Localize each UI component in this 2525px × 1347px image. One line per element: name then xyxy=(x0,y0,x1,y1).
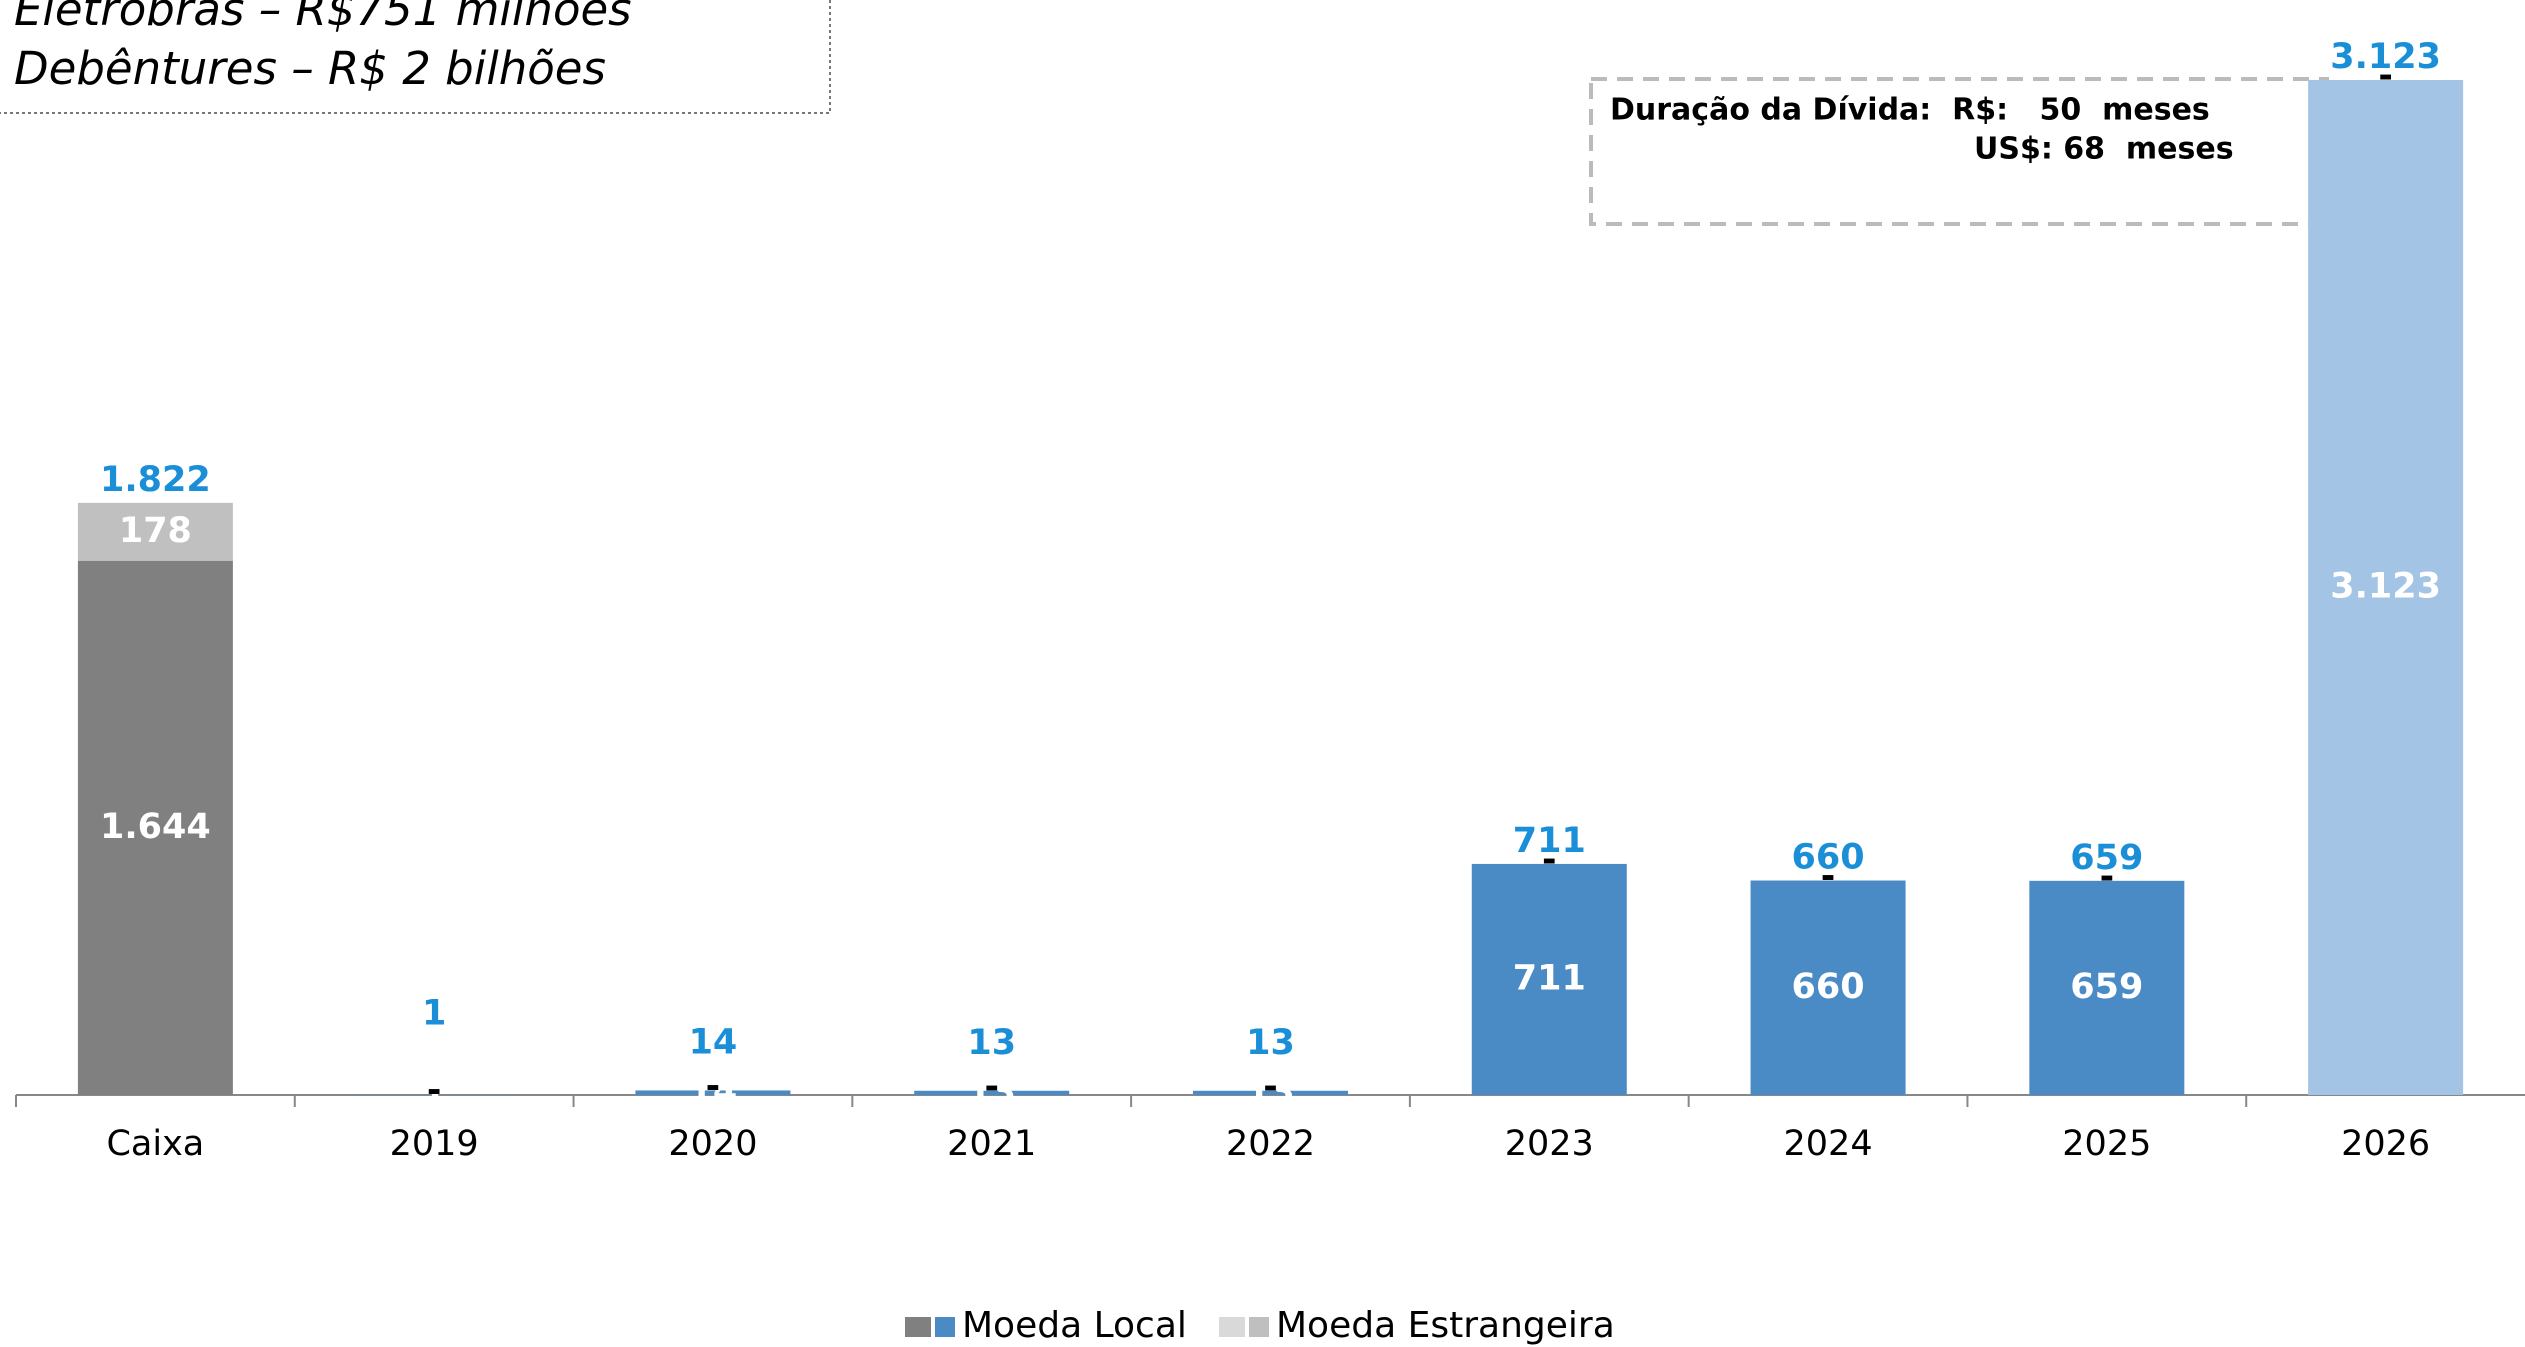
bar-segment xyxy=(914,1090,1070,1095)
segment-label: - xyxy=(2378,56,2393,96)
x-tick-label: 2019 xyxy=(390,1124,479,1164)
x-tick-label: Caixa xyxy=(106,1124,204,1164)
bar-segment xyxy=(2029,880,2185,1095)
segment-label: - xyxy=(2100,857,2115,897)
segment-label: - xyxy=(706,1066,721,1106)
segment-label: 13 xyxy=(967,1072,1016,1112)
segment-label: 711 xyxy=(1513,958,1586,998)
total-label: 13 xyxy=(1246,1023,1295,1063)
bar-segment xyxy=(1471,863,1627,1095)
segment-label: 13 xyxy=(1246,1072,1295,1112)
x-tick-label: 2020 xyxy=(668,1124,757,1164)
total-label: 3.123 xyxy=(2330,37,2441,77)
segment-label: - xyxy=(427,1071,442,1111)
segment-label: 3.123 xyxy=(2330,567,2441,607)
bar-segment xyxy=(77,560,233,1095)
total-label: 1.822 xyxy=(100,460,211,500)
segment-label: 14 xyxy=(689,1072,738,1112)
x-tick-label: 2026 xyxy=(2341,1124,2430,1164)
legend-label: Moeda Estrangeira xyxy=(1276,1305,1615,1346)
duration-text: Duração da Dívida: R$: 50 meses xyxy=(1610,93,2210,128)
segment-label: - xyxy=(1821,857,1836,897)
total-label: 13 xyxy=(967,1023,1016,1063)
legend-swatch xyxy=(1219,1317,1245,1337)
segment-label: 660 xyxy=(1792,967,1865,1007)
legend-swatch xyxy=(1249,1317,1269,1337)
x-tick-label: 2022 xyxy=(1226,1124,1315,1164)
x-tick-label: 2021 xyxy=(947,1124,1036,1164)
x-tick-label: 2023 xyxy=(1505,1124,1594,1164)
legend-swatch xyxy=(905,1317,931,1337)
total-label: 660 xyxy=(1792,838,1865,878)
segment-label: 659 xyxy=(2070,967,2143,1007)
bar-segment xyxy=(77,502,233,561)
note-box xyxy=(0,0,831,114)
segment-label: 178 xyxy=(119,511,192,551)
segment-label: 1 xyxy=(422,1074,446,1114)
note-line: Debêntures – R$ 2 bilhões xyxy=(14,42,606,95)
segment-label: 1.644 xyxy=(100,807,211,847)
segment-label: - xyxy=(1263,1067,1278,1107)
x-tick-label: 2024 xyxy=(1784,1124,1873,1164)
total-label: 711 xyxy=(1513,821,1586,861)
bar-segment xyxy=(2308,80,2464,1095)
total-label: 659 xyxy=(2070,838,2143,878)
segment-label: - xyxy=(984,1067,999,1107)
bar-segment xyxy=(1750,880,1906,1095)
total-label: 1 xyxy=(422,994,446,1034)
note-line: Eletrobras – R$751 milhões xyxy=(14,0,632,36)
duration-text: US$: 68 meses xyxy=(1974,132,2234,167)
bar-segment xyxy=(1192,1090,1349,1095)
x-tick-label: 2025 xyxy=(2062,1124,2151,1164)
segment-label: - xyxy=(1542,840,1557,880)
total-label: 14 xyxy=(689,1022,738,1062)
legend-label: Moeda Local xyxy=(962,1305,1187,1346)
bar-segment xyxy=(635,1090,791,1095)
legend-swatch xyxy=(935,1317,955,1337)
